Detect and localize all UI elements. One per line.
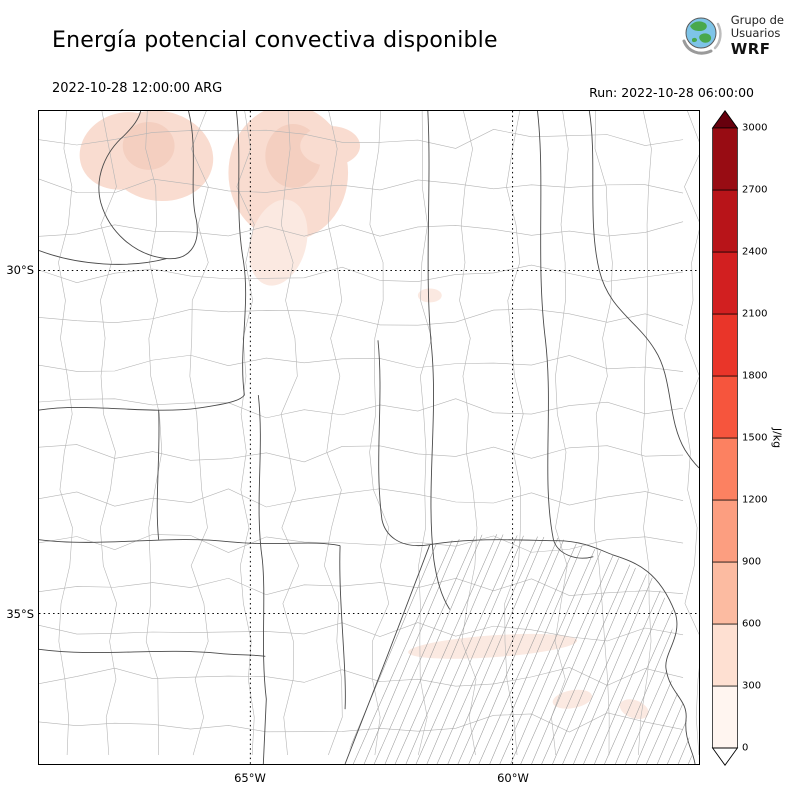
colorbar-tick: 1500 xyxy=(742,432,768,444)
colorbar-tick: 600 xyxy=(742,618,762,630)
run-time-label: Run: 2022-10-28 06:00:00 xyxy=(589,85,754,100)
colorbar-tick: 300 xyxy=(742,680,762,692)
page-title: Energía potencial convectiva disponible xyxy=(52,28,498,53)
lat-tick-30s: 30°S xyxy=(6,263,34,277)
logo-text-wrf: WRF xyxy=(730,40,771,59)
colorbar-tick: 900 xyxy=(742,556,762,568)
lon-tick-60w: 60°W xyxy=(497,771,529,785)
map-canvas xyxy=(39,111,699,764)
colorbar-tick: 2100 xyxy=(742,308,768,320)
logo-text: Grupo de Usuarios WRF xyxy=(730,12,784,59)
latlon-gridlines xyxy=(39,111,699,764)
colorbar-tick: 3000 xyxy=(742,122,768,134)
colorbar-tick: 0 xyxy=(742,742,749,754)
logo-text-line1: Grupo de xyxy=(730,12,784,27)
colorbar-unit-label: J/kg xyxy=(770,427,784,449)
lon-tick-65w: 65°W xyxy=(234,771,266,785)
cape-shading xyxy=(79,111,649,720)
lat-tick-35s: 35°S xyxy=(6,607,34,621)
colorbar-tick: 1800 xyxy=(742,370,768,382)
colorbar-tick: 2400 xyxy=(742,246,768,258)
colorbar-tick: 2700 xyxy=(742,184,768,196)
colorbar-tick-labels: 0 300 600 900 1200 1500 1800 2100 2400 2700 3000 xyxy=(742,110,786,766)
department-boundaries xyxy=(39,111,699,756)
colorbar-tick: 1200 xyxy=(742,494,768,506)
valid-time-label: 2022-10-28 12:00:00 ARG xyxy=(52,81,223,96)
colorbar xyxy=(711,110,739,766)
province-boundaries xyxy=(39,111,699,764)
map-plot-area xyxy=(38,110,700,765)
wrf-logo: Grupo de Usuarios WRF xyxy=(678,12,784,60)
globe-icon xyxy=(682,17,722,55)
logo-text-line2: Usuarios xyxy=(730,25,781,40)
